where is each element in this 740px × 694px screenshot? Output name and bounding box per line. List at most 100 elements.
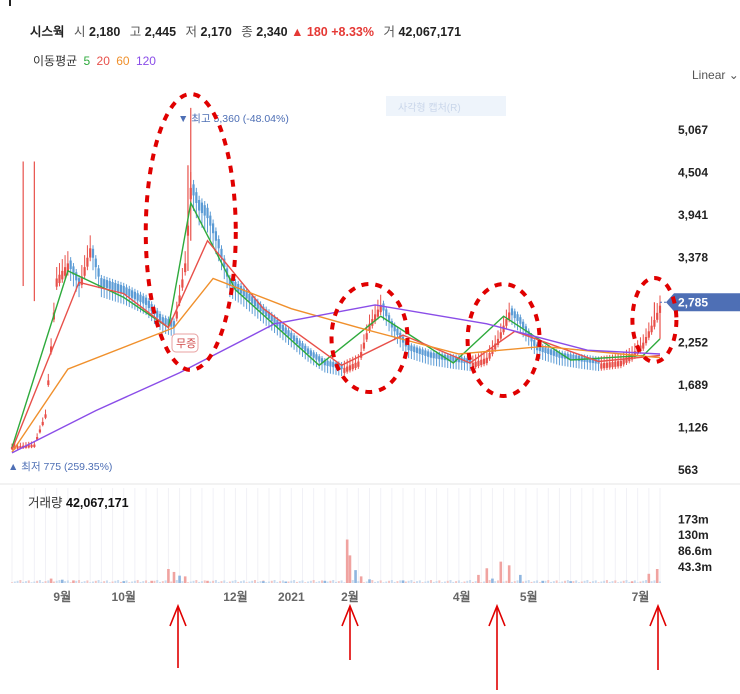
candle-body — [510, 308, 514, 316]
volume-tick-label: 130m — [678, 528, 709, 542]
volume-bar — [19, 580, 22, 583]
volume-bar — [628, 581, 631, 583]
candle-body — [365, 333, 368, 340]
candle-body — [499, 332, 502, 339]
volume-bar — [259, 581, 262, 583]
volume-bar — [401, 580, 405, 583]
volume-bar — [485, 568, 489, 583]
candle-body — [508, 312, 511, 320]
price-tick-label: 5,067 — [678, 123, 708, 137]
candle-body — [220, 248, 223, 258]
candle-body — [75, 272, 78, 281]
candle-body — [209, 215, 212, 226]
volume-bar — [321, 580, 324, 583]
volume-bar — [566, 580, 569, 583]
volume-bar — [195, 580, 198, 583]
volume-bar — [38, 580, 41, 583]
low-label: 저 — [185, 25, 198, 39]
candle-body — [161, 317, 164, 324]
volume-bar — [399, 580, 402, 583]
volume-bar — [13, 581, 16, 583]
volume-bar — [92, 581, 94, 583]
candle-body — [139, 294, 142, 303]
candle-body — [133, 291, 136, 300]
volume-bar — [203, 580, 206, 583]
volume-bar — [55, 580, 58, 583]
volume-bar — [181, 581, 184, 583]
candle-body — [248, 293, 251, 302]
volume-bar — [175, 580, 178, 583]
volume-bar — [284, 581, 288, 583]
volume-bar — [72, 580, 75, 583]
volume-bar — [335, 581, 337, 583]
volume-bar — [639, 581, 642, 583]
volume-bar — [131, 581, 134, 583]
volume-bar — [388, 580, 391, 583]
volume-bar — [614, 580, 617, 583]
price-tick-label: 2,252 — [678, 336, 708, 350]
volume-bar — [198, 581, 201, 583]
volume-bar — [513, 581, 516, 583]
volume-bar — [385, 581, 388, 583]
x-axis-label: 2월 — [341, 589, 359, 604]
volume-bar — [365, 581, 368, 583]
volume-bar — [262, 581, 265, 583]
ma120-label: 120 — [135, 54, 156, 68]
volume-bar — [396, 581, 399, 583]
volume-bar — [192, 580, 195, 583]
volume-bar — [449, 580, 452, 583]
volume-bar — [298, 581, 301, 583]
candle-body — [287, 330, 290, 337]
candle-body — [368, 323, 371, 331]
volume-bar — [256, 581, 259, 583]
volume-bar — [304, 582, 307, 583]
candle-body — [315, 354, 318, 360]
candle-body — [214, 231, 217, 241]
x-axis-label: 2021 — [278, 590, 305, 604]
scale-toggle[interactable]: Linear ⌄ — [692, 68, 739, 82]
volume-bar — [343, 582, 346, 583]
candle-body — [544, 347, 547, 354]
candle-body — [396, 328, 399, 336]
candle-body — [427, 351, 430, 357]
volume-bar — [147, 582, 150, 583]
volume-bar — [522, 581, 525, 583]
watermark-text: 사각형 캡처(R) — [398, 102, 461, 114]
candle-body — [385, 309, 388, 317]
volume-bar — [555, 580, 558, 583]
volume-bar — [605, 580, 608, 583]
volume-bar — [332, 580, 335, 583]
volume-bar — [105, 580, 108, 583]
volume-bar — [145, 580, 148, 583]
candle-body — [558, 352, 561, 358]
volume-bar — [429, 580, 432, 583]
candle-body — [600, 363, 603, 369]
annotation-arrow-head — [169, 603, 187, 627]
candle-body — [306, 348, 310, 354]
candle-body — [86, 257, 89, 267]
stock-name: 시스웍 — [30, 25, 65, 39]
x-axis-label: 5월 — [520, 589, 538, 604]
volume-bar — [66, 580, 69, 583]
volume-title-value: 42,067,171 — [66, 496, 129, 510]
volume-bar — [220, 581, 223, 583]
candle-body — [429, 352, 433, 358]
candle-body — [167, 319, 170, 326]
price-tick-label: 563 — [678, 463, 698, 477]
candle-body — [608, 362, 611, 368]
candle-body — [320, 358, 324, 364]
volume-bar — [552, 581, 555, 583]
candle-body — [656, 312, 659, 320]
volume-bar — [178, 575, 181, 583]
candle-body — [340, 364, 343, 370]
candle-body — [195, 192, 198, 203]
volume-bar — [78, 580, 81, 583]
volume-bar — [524, 580, 527, 583]
volume-bar — [345, 539, 349, 583]
volume-bar — [507, 565, 511, 583]
candle-body — [513, 311, 516, 319]
volume-tick-label: 43.3m — [678, 560, 712, 574]
candle-body — [530, 335, 533, 342]
moving-average-legend[interactable]: 이동평균 5 20 60 120 — [30, 52, 156, 69]
